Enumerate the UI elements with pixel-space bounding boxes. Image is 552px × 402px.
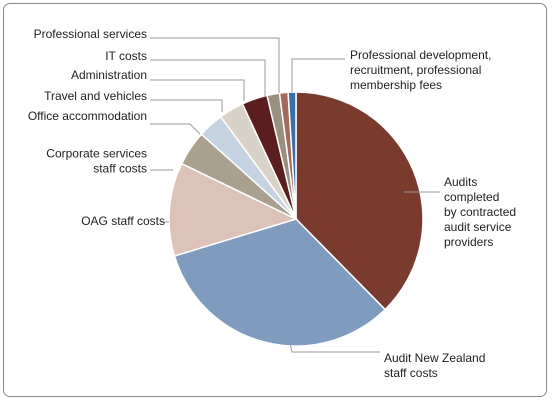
slice-label: Office accommodation <box>28 109 147 123</box>
leader-line <box>150 37 280 93</box>
slice-label: Professional services <box>34 27 147 41</box>
slice-label: Corporate services staff costs <box>46 147 147 176</box>
slice-label: Audit New Zealand staff costs <box>384 351 485 380</box>
pie-slice <box>173 218 387 347</box>
leader-line <box>150 123 201 135</box>
leader-line <box>291 58 345 92</box>
pie-slice <box>287 91 297 220</box>
leader-line <box>150 79 245 101</box>
leader-line <box>150 99 223 112</box>
leader-line <box>289 342 380 353</box>
pie-slice <box>168 162 299 257</box>
slice-label: IT costs <box>105 49 147 63</box>
slice-label: OAG staff costs <box>81 214 165 228</box>
leader-line <box>150 59 266 97</box>
slice-label: Audits completed by contracted audit servic… <box>444 175 516 249</box>
slice-label: Travel and vehicles <box>44 89 147 103</box>
pie-slice <box>295 91 424 311</box>
slice-label: Professional development, recruitment, pr… <box>350 48 491 92</box>
slice-label: Administration <box>71 68 147 82</box>
